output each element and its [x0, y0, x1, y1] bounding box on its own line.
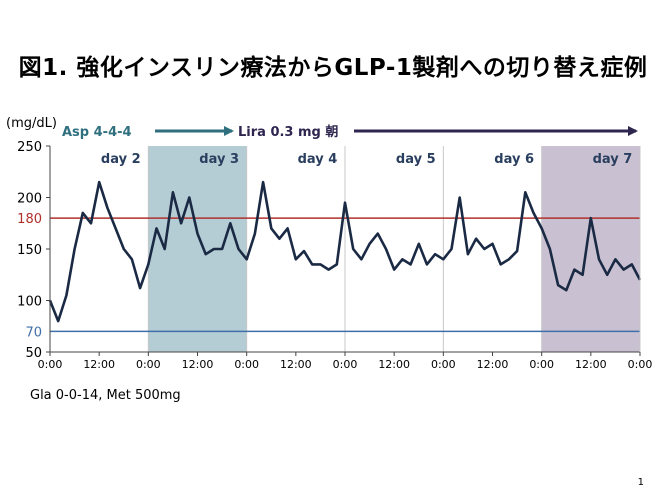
- y-tick-label: 150: [17, 243, 42, 258]
- x-tick-label: 0:00: [628, 358, 653, 371]
- x-tick-label: 0:00: [529, 358, 554, 371]
- day-label-day-2: day 2: [101, 152, 141, 167]
- footnote: Gla 0-0-14, Met 500mg: [30, 388, 181, 403]
- y-tick-label: 50: [25, 346, 42, 361]
- glucose-trace: [48, 180, 642, 323]
- x-tick-label: 0:00: [136, 358, 161, 371]
- day-label-day-6: day 6: [494, 152, 534, 167]
- x-tick-label: 12:00: [378, 358, 410, 371]
- x-tick-label: 12:00: [182, 358, 214, 371]
- x-tick-label: 12:00: [83, 358, 115, 371]
- therapy-label-lira: Lira 0.3 mg 朝: [238, 124, 338, 140]
- x-tick-label: 12:00: [280, 358, 312, 371]
- slide-title: 図1. 強化インスリン療法からGLP-1製剤への切り替え症例: [18, 55, 648, 81]
- y-tick-label: 250: [17, 140, 42, 155]
- shaded-band-day-3: [148, 146, 247, 352]
- x-tick-label: 12:00: [477, 358, 509, 371]
- reference-label-70: 70: [25, 325, 42, 340]
- y-tick-label: 200: [17, 192, 42, 207]
- day-label-day-7: day 7: [593, 152, 633, 167]
- x-tick-label: 0:00: [38, 358, 63, 371]
- reference-label-180: 180: [17, 212, 42, 227]
- shaded-band-day-7: [541, 146, 640, 352]
- x-tick-label: 12:00: [575, 358, 607, 371]
- page-number: 1: [637, 477, 644, 488]
- y-axis-unit-label: (mg/dL): [6, 116, 57, 131]
- day-label-day-3: day 3: [199, 152, 239, 167]
- x-tick-label: 0:00: [431, 358, 456, 371]
- therapy-label-asp: Asp 4-4-4: [62, 125, 132, 140]
- day-label-day-5: day 5: [396, 152, 436, 167]
- day-label-day-4: day 4: [298, 152, 338, 167]
- x-tick-label: 0:00: [234, 358, 259, 371]
- x-tick-label: 0:00: [333, 358, 358, 371]
- y-tick-label: 100: [17, 295, 42, 310]
